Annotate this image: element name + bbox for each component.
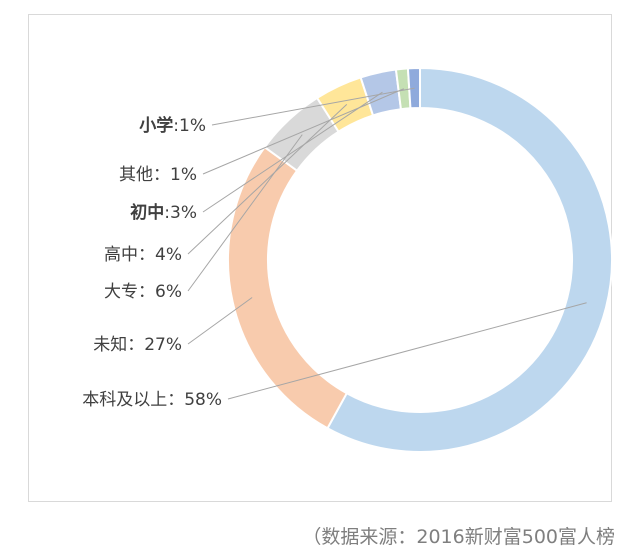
label-separator-5: ：: [153, 165, 170, 185]
label-category-1: 未知: [93, 335, 127, 355]
leader-line-6: [211, 87, 415, 126]
label-category-3: 高中: [104, 245, 138, 265]
label-percent-6: 1%: [179, 116, 206, 136]
label-percent-5: 1%: [170, 165, 197, 185]
label-separator-2: ：: [138, 282, 155, 302]
label-percent-4: 3%: [170, 203, 197, 223]
data-label-3: 高中：4%: [104, 245, 182, 265]
data-source-note: （数据来源：2016新财富500富人榜: [302, 526, 615, 548]
leader-line-3: [187, 104, 348, 255]
label-separator-1: ：: [127, 335, 144, 355]
leader-line-4: [202, 91, 383, 213]
donut-slice-0: [326, 66, 613, 453]
leader-line-1: [187, 297, 253, 345]
label-percent-2: 6%: [155, 282, 182, 302]
label-percent-3: 4%: [155, 245, 182, 265]
leader-line-2: [187, 134, 303, 292]
data-label-6: 小学:1%: [139, 115, 206, 136]
label-category-2: 大专: [104, 282, 138, 302]
label-category-0: 本科及以上: [82, 390, 167, 410]
label-category-4: 初中: [130, 202, 164, 223]
data-label-5: 其他：1%: [119, 165, 197, 185]
leader-line-0: [227, 302, 587, 400]
donut-slice-1: [227, 145, 349, 430]
data-label-4: 初中:3%: [130, 202, 197, 223]
label-percent-1: 27%: [144, 335, 182, 355]
label-separator-4: :: [164, 203, 170, 223]
data-label-0: 本科及以上：58%: [82, 390, 222, 410]
label-separator-0: ：: [167, 390, 184, 410]
data-label-2: 大专：6%: [104, 282, 182, 302]
label-category-6: 小学: [139, 115, 173, 136]
label-separator-6: :: [173, 116, 179, 136]
data-label-1: 未知：27%: [93, 335, 182, 355]
label-category-5: 其他: [119, 165, 153, 185]
leader-line-5: [202, 88, 405, 175]
label-separator-3: ：: [138, 245, 155, 265]
label-percent-0: 58%: [184, 390, 222, 410]
